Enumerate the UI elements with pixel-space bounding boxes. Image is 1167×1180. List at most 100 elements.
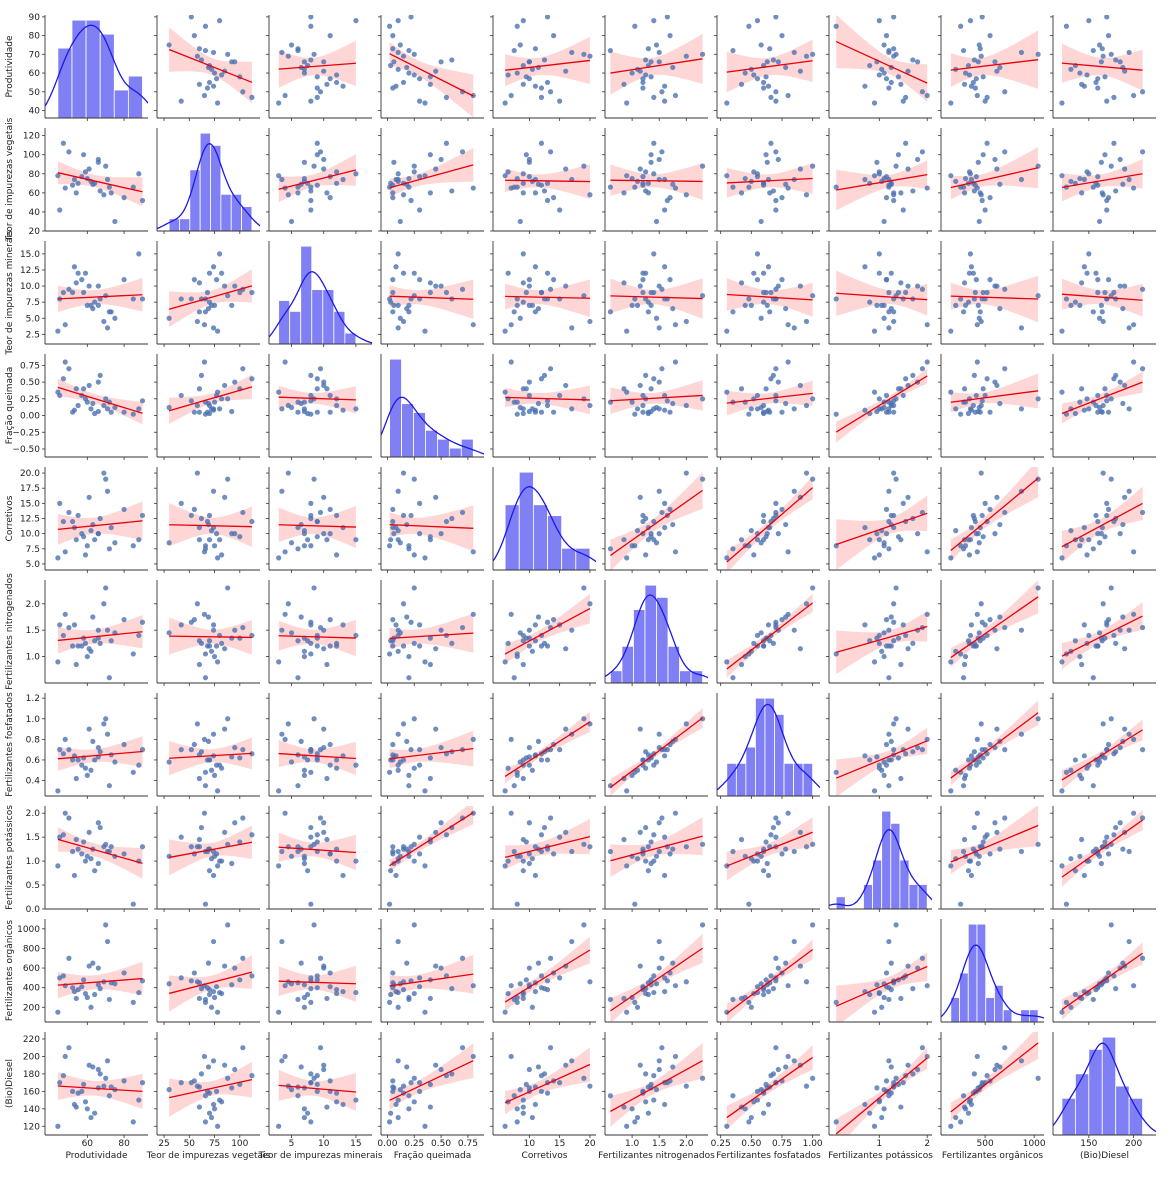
scatter-point [202, 23, 209, 29]
scatter-point [404, 960, 410, 966]
scatter-point [517, 404, 523, 411]
scatter-point [204, 85, 211, 91]
scatter-point [773, 834, 779, 840]
scatter-point [1122, 494, 1128, 500]
scatter-point [130, 999, 136, 1005]
scatter-point [683, 470, 689, 476]
scatter-point [640, 846, 646, 852]
scatter-point [206, 991, 213, 998]
scatter-point [517, 218, 523, 225]
scatter-point [406, 772, 412, 779]
scatter-point [198, 1071, 205, 1077]
scatter-point [84, 853, 90, 859]
scatter-point [232, 744, 238, 751]
scatter-point [69, 518, 76, 525]
scatter-point [95, 302, 101, 308]
y-tick-label: 1.2 [26, 694, 40, 704]
scatter-point [1122, 646, 1128, 652]
x-axis-label: Teor de impurezas vegetais [146, 1151, 271, 1161]
scatter-point [222, 963, 228, 969]
confidence-band [505, 36, 590, 87]
regression-line [57, 520, 143, 531]
scatter-point [395, 1097, 401, 1103]
scatter-point [62, 1053, 68, 1060]
y-axis-label: Teor de impurezas minerais [5, 230, 15, 355]
scatter-point [404, 614, 410, 620]
scatter-point [791, 938, 797, 945]
scatter-point [765, 83, 772, 89]
scatter-point [984, 518, 990, 525]
scatter-point [411, 51, 417, 57]
scatter-point [924, 1053, 930, 1060]
scatter-point [1079, 81, 1085, 87]
scatter-point [569, 1058, 575, 1064]
scatter-point [997, 1064, 1003, 1070]
scatter-point [768, 1073, 774, 1079]
scatter-point [130, 769, 136, 775]
scatter-point [888, 79, 894, 86]
y-tick-label: 15.0 [20, 499, 40, 509]
scatter-point [408, 619, 414, 625]
scatter-point [569, 49, 575, 56]
scatter-point [308, 23, 314, 29]
scatter-point [249, 832, 255, 838]
scatter-point [314, 977, 320, 983]
scatter-point [202, 783, 209, 789]
scatter-point [664, 747, 670, 753]
regression-line [57, 386, 143, 414]
scatter-point [978, 470, 984, 476]
scatter-point [317, 624, 324, 631]
scatter-point [785, 92, 791, 99]
scatter-point [643, 749, 649, 755]
scatter-point [295, 980, 301, 986]
scatter-point [662, 392, 668, 399]
regression-line [389, 747, 474, 760]
scatter-point [768, 140, 774, 146]
scatter-point [797, 166, 803, 172]
scatter-point [779, 409, 785, 415]
scatter-point [1096, 315, 1103, 321]
scatter-point [208, 767, 215, 773]
scatter-point [295, 638, 301, 644]
scatter-point [1102, 289, 1108, 296]
scatter-point [427, 1104, 433, 1110]
scatter-point [520, 62, 526, 69]
histogram-bar [561, 547, 577, 570]
scatter-point [581, 396, 587, 402]
scatter-point [211, 994, 218, 1001]
regression-line [1061, 293, 1143, 301]
scatter-point [84, 772, 90, 779]
scatter-point [898, 995, 904, 1002]
scatter-point [541, 640, 548, 646]
scatter-point [314, 839, 320, 845]
y-tick-label: 10.0 [20, 282, 40, 292]
scatter-point [395, 1004, 401, 1010]
scatter-point [90, 305, 96, 312]
scatter-point [538, 140, 545, 146]
scatter-point [632, 1119, 638, 1125]
scatter-point [1096, 630, 1103, 636]
scatter-point [520, 638, 526, 644]
y-tick-label: 2.0 [26, 600, 41, 610]
kde-curve [493, 486, 596, 563]
scatter-point [433, 963, 439, 969]
scatter-point [103, 716, 109, 722]
scatter-point [550, 409, 557, 415]
scatter-point [404, 64, 410, 71]
scatter-point [961, 81, 968, 87]
scatter-point [438, 283, 444, 289]
scatter-point [1095, 76, 1101, 82]
scatter-point [470, 736, 476, 742]
x-tick-label: 15 [350, 1139, 361, 1149]
scatter-point [535, 960, 542, 966]
scatter-point [308, 57, 314, 63]
scatter-point [1120, 846, 1126, 852]
regression-line [504, 836, 591, 858]
scatter-point [400, 721, 407, 727]
scatter-point [758, 218, 764, 225]
scatter-point [886, 675, 892, 681]
scatter-point [891, 470, 897, 476]
regression-line [610, 179, 703, 183]
regression-line [726, 831, 813, 867]
scatter-point [301, 408, 308, 415]
